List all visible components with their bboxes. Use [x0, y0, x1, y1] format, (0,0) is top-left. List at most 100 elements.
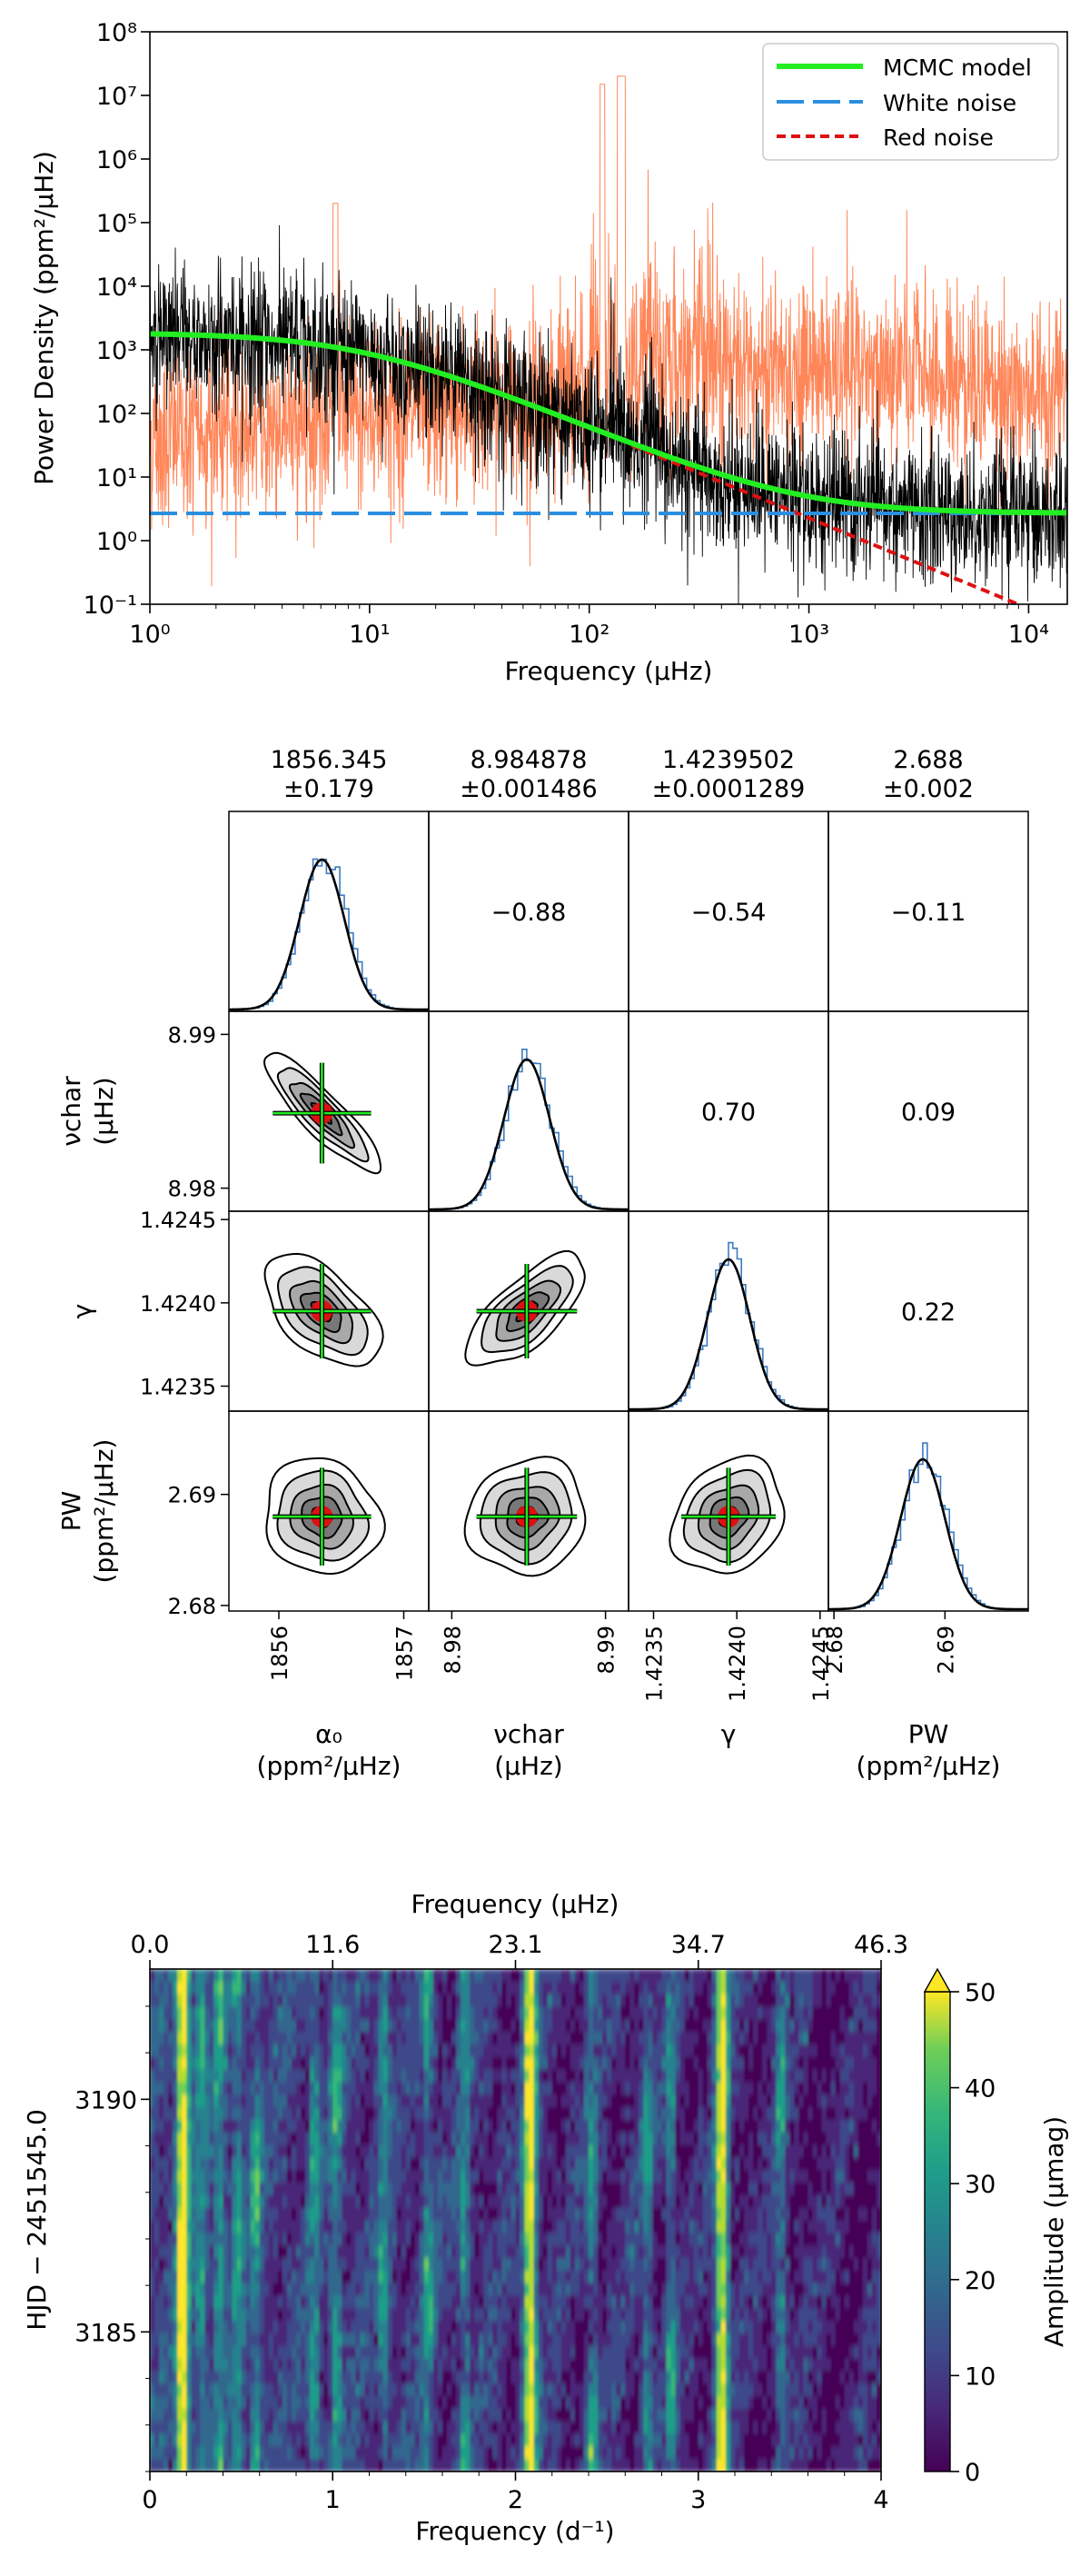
heatmap-cell — [556, 2119, 562, 2133]
heatmap-cell — [204, 1994, 210, 2008]
heatmap-cell — [707, 2119, 713, 2133]
heatmap-cell — [204, 2094, 210, 2108]
heatmap-cell — [844, 2107, 850, 2121]
heatmap-cell — [461, 2295, 466, 2309]
y-tick-label: 10⁻¹ — [84, 592, 137, 620]
heatmap-cell — [268, 2082, 274, 2095]
heatmap-cell — [867, 2283, 873, 2296]
heatmap-cell — [666, 2207, 672, 2222]
heatmap-cell — [730, 2157, 736, 2171]
heatmap-cell — [447, 2157, 452, 2171]
heatmap-cell — [387, 1969, 393, 1983]
heatmap-cell — [373, 2207, 380, 2222]
heatmap-cell — [314, 2044, 320, 2058]
heatmap-cell — [154, 2332, 160, 2347]
heatmap-cell — [510, 2056, 517, 2071]
heatmap-cell — [296, 2207, 302, 2222]
heatmap-cell — [611, 2332, 617, 2347]
heatmap-cell — [186, 2295, 192, 2309]
heatmap-cell — [342, 2308, 347, 2322]
y-tick-label: 10⁷ — [96, 83, 137, 111]
heatmap-cell — [767, 2220, 772, 2233]
heatmap-cell — [574, 2107, 580, 2121]
heatmap-cell — [391, 2295, 398, 2309]
param-value-1: 8.984878 — [471, 746, 588, 774]
heatmap-cell — [643, 2082, 649, 2095]
heatmap-cell — [401, 1981, 407, 1995]
heatmap-cell — [593, 2245, 599, 2259]
heatmap-cell — [391, 2308, 398, 2322]
heatmap-cell — [301, 2283, 306, 2296]
heatmap-cell — [154, 2183, 160, 2196]
heatmap-cell — [164, 2295, 169, 2309]
heatmap-cell — [286, 2233, 292, 2246]
heatmap-cell — [657, 2132, 663, 2146]
heatmap-cell — [556, 2006, 562, 2020]
heatmap-cell — [154, 2157, 160, 2171]
heatmap-cell — [286, 2107, 292, 2121]
heatmap-cell — [277, 2032, 283, 2045]
heatmap-cell — [711, 2332, 718, 2347]
heatmap-cell — [432, 2032, 439, 2045]
heatmap-cell — [643, 2183, 649, 2196]
heatmap-cell — [835, 2258, 841, 2272]
heatmap-cell — [607, 2270, 612, 2284]
heatmap-cell — [821, 2207, 827, 2222]
heatmap-cell — [501, 1981, 507, 1995]
heatmap-cell — [675, 2220, 681, 2233]
heatmap-cell — [744, 2094, 749, 2108]
heatmap-cell — [826, 2194, 832, 2209]
heatmap-cell — [771, 2207, 777, 2222]
heatmap-cell — [675, 2094, 681, 2108]
heatmap-cell — [611, 2220, 617, 2233]
heatmap-cell — [593, 2132, 599, 2146]
heatmap-cell — [616, 1969, 621, 1983]
heatmap-cell — [451, 2321, 457, 2334]
heatmap-cell — [223, 1981, 229, 1995]
heatmap-cell — [405, 2270, 411, 2284]
heatmap-cell — [387, 2157, 393, 2171]
heatmap-cell — [611, 2283, 617, 2296]
heatmap-cell — [442, 2332, 448, 2347]
heatmap-cell — [826, 2082, 832, 2095]
heatmap-cell — [342, 2321, 347, 2334]
heatmap-cell — [698, 2032, 704, 2045]
heatmap-cell — [625, 1981, 630, 1995]
heatmap-cell — [223, 2144, 229, 2158]
heatmap-cell — [744, 2321, 749, 2334]
heatmap-cell — [753, 2107, 758, 2121]
heatmap-cell — [542, 2295, 549, 2309]
heatmap-cell — [698, 2295, 704, 2309]
heatmap-cell — [817, 2019, 823, 2033]
heatmap-cell — [319, 2321, 324, 2334]
heatmap-cell — [666, 2132, 672, 2146]
heatmap-cell — [625, 2032, 630, 2045]
heatmap-cell — [652, 2207, 658, 2222]
heatmap-cell — [679, 2283, 686, 2296]
param-histogram-3 — [834, 1442, 1016, 1610]
heatmap-cell — [154, 1994, 160, 2008]
heatmap-cell — [387, 2032, 393, 2045]
heatmap-cell — [405, 2183, 411, 2196]
heatmap-cell — [282, 2069, 288, 2083]
heatmap-cell — [277, 1981, 283, 1995]
heatmap-cell — [584, 2183, 590, 2196]
heatmap-cell — [803, 2094, 809, 2108]
heatmap-cell — [556, 1981, 562, 1995]
heatmap-cell — [323, 2170, 329, 2183]
heatmap-cell — [492, 2032, 498, 2045]
heatmap-cell — [259, 2069, 265, 2083]
heatmap-cell — [447, 2119, 452, 2133]
heatmap-cell — [150, 2207, 155, 2222]
heatmap-cell — [236, 2321, 243, 2334]
heatmap-cell — [762, 2321, 768, 2334]
heatmap-cell — [438, 2069, 443, 2083]
heatmap-cell — [551, 1994, 558, 2008]
heatmap-cell — [282, 2132, 288, 2146]
heatmap-cell — [159, 2283, 164, 2296]
heatmap-cell — [245, 2321, 252, 2334]
heatmap-cell — [643, 2270, 649, 2284]
heatmap-cell — [794, 2144, 799, 2158]
heatmap-cell — [794, 2258, 799, 2272]
heatmap-cell — [355, 1981, 361, 1995]
